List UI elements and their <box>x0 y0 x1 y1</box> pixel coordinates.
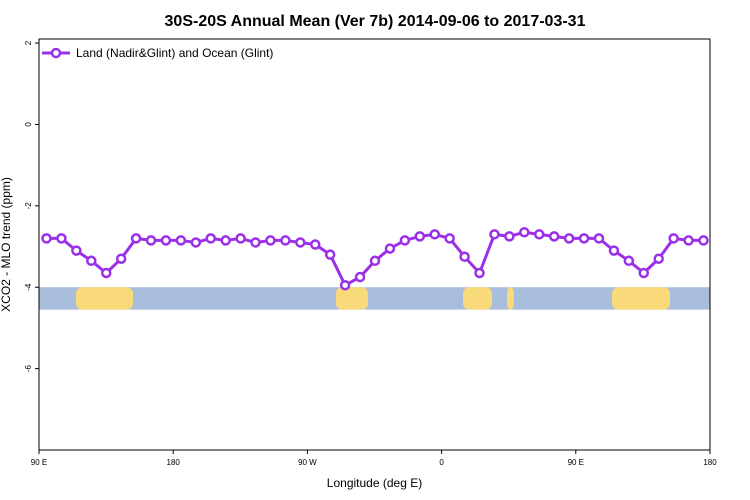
x-tick-label: 0 <box>439 458 444 467</box>
x-axis: 90 E 180 90 W 0 90 E 180 <box>31 450 717 467</box>
chart-title: 30S-20S Annual Mean (Ver 7b) 2014-09-06 … <box>165 13 586 30</box>
data-point <box>115 253 127 264</box>
x-tick-label: 180 <box>167 458 181 467</box>
land-patch <box>76 287 133 310</box>
data-point <box>56 233 67 244</box>
data-point <box>683 235 694 246</box>
plot-frame <box>38 38 711 451</box>
data-point <box>548 231 560 242</box>
data-point <box>414 231 426 242</box>
data-point <box>608 245 620 256</box>
data-point <box>534 229 545 240</box>
data-point <box>310 239 321 250</box>
data-point <box>265 235 276 246</box>
data-point <box>459 251 470 262</box>
data-point <box>623 255 635 267</box>
data-point <box>190 237 202 248</box>
land-patch <box>463 287 492 310</box>
data-point <box>489 229 500 240</box>
y-axis-label: XCO2 - MLO trend (ppm) <box>0 177 13 312</box>
land-ocean-map-strip <box>39 287 710 310</box>
data-point <box>444 233 455 244</box>
data-point <box>504 231 515 242</box>
data-point <box>638 267 650 279</box>
data-point <box>324 249 336 260</box>
x-tick-label: 90 E <box>31 458 47 467</box>
x-tick-label: 90 E <box>568 458 584 467</box>
data-point <box>175 235 187 246</box>
y-tick-label: -6 <box>24 365 33 373</box>
data-point <box>369 255 381 267</box>
legend-label: Land (Nadir&Glint) and Ocean (Glint) <box>76 46 273 60</box>
y-tick-label: -2 <box>24 202 33 210</box>
data-point <box>593 233 605 244</box>
y-tick-label: 2 <box>24 40 33 45</box>
data-point <box>429 229 440 240</box>
land-patch <box>612 287 670 310</box>
ocean-band <box>39 287 710 310</box>
data-point <box>41 233 52 244</box>
data-point <box>100 267 112 279</box>
x-tick-label: 180 <box>703 458 717 467</box>
data-point <box>384 243 396 254</box>
data-point <box>235 233 246 244</box>
data-point <box>145 235 157 246</box>
legend-marker <box>50 47 62 59</box>
data-point <box>160 235 172 246</box>
data-point <box>250 237 261 248</box>
land-patch <box>507 287 514 310</box>
x-axis-label: Longitude (deg E) <box>327 476 422 490</box>
data-point <box>519 227 530 238</box>
y-axis: 2 0 -2 -4 -6 <box>24 40 39 372</box>
data-point <box>86 255 97 267</box>
data-point <box>130 233 142 244</box>
data-point <box>578 233 590 244</box>
data-point <box>205 233 216 244</box>
data-point <box>295 237 306 248</box>
y-tick-label: -4 <box>24 283 33 291</box>
data-point <box>399 235 411 246</box>
x-tick-label: 90 W <box>298 458 317 467</box>
data-point <box>71 245 82 256</box>
data-point <box>698 235 709 246</box>
data-point <box>354 271 366 283</box>
data-point <box>280 235 291 246</box>
data-point <box>653 253 664 264</box>
series-layer <box>41 227 709 291</box>
data-point <box>668 233 679 244</box>
data-point <box>474 267 485 279</box>
y-tick-label: 0 <box>24 122 33 127</box>
data-point <box>563 233 575 244</box>
legend: Land (Nadir&Glint) and Ocean (Glint) <box>42 46 273 60</box>
data-point <box>339 279 351 291</box>
data-point <box>220 235 231 246</box>
land-patch <box>336 287 368 310</box>
